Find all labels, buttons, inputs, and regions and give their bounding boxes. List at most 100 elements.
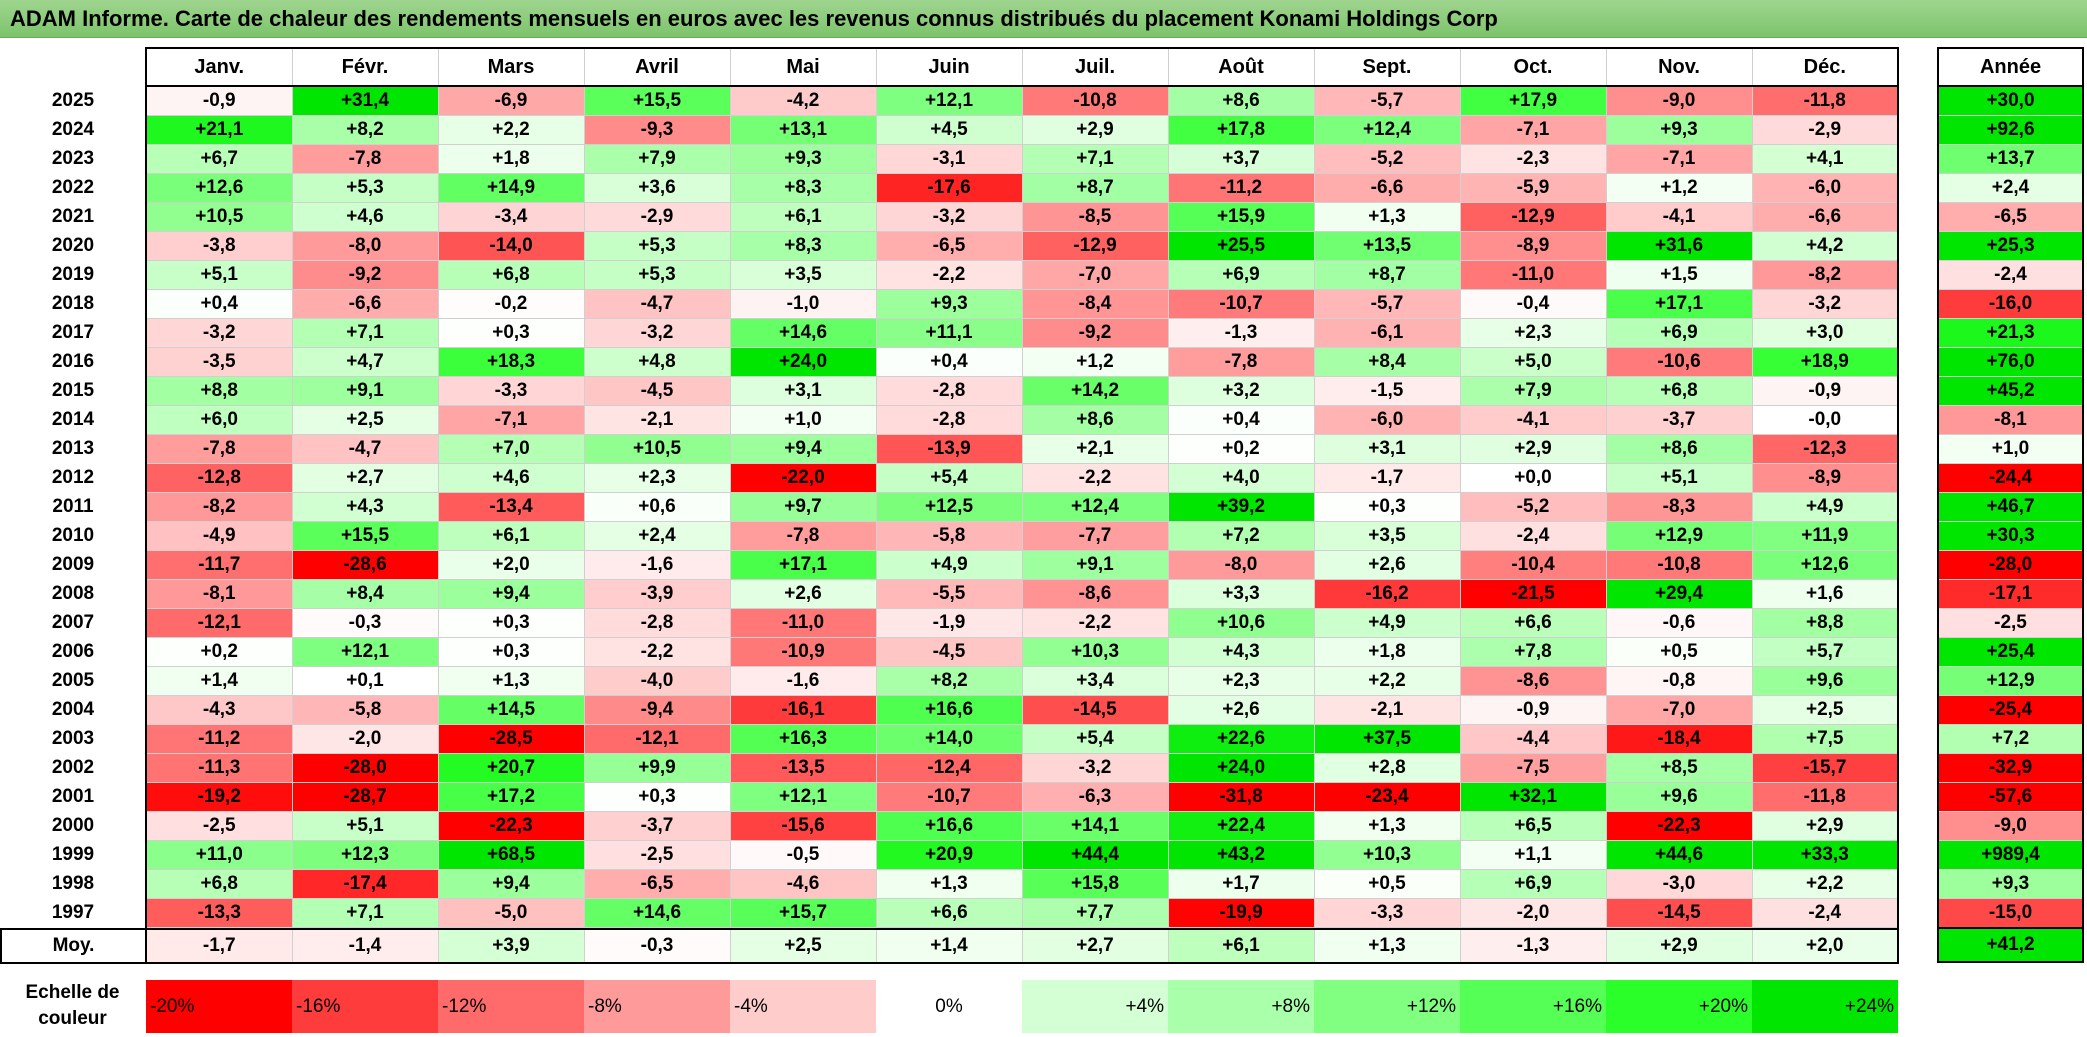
heatmap-cell: +2,6 [1167,695,1315,725]
heatmap-cell: -7,8 [291,144,439,174]
heatmap-cell: -3,3 [1313,898,1461,928]
heatmap-cell: +8,8 [145,376,293,406]
average-cell: +1,3 [1313,928,1461,964]
heatmap-cell: +15,7 [729,898,877,928]
average-cell: +2,5 [729,928,877,964]
heatmap-cell: -7,1 [1459,115,1607,145]
heatmap-cell: -5,7 [1313,85,1461,116]
year-label: 2015 [1,376,147,406]
heatmap-cell: -8,2 [1751,260,1899,290]
heatmap-cell: +4,9 [1751,492,1899,522]
heatmap-cell: +8,4 [1313,347,1461,377]
heatmap-cell: -8,6 [1021,579,1169,609]
average-cell: +3,9 [437,928,585,964]
heatmap-cell: +9,6 [1751,666,1899,696]
heatmap-cell: -12,9 [1021,231,1169,261]
heatmap-cell: -5,8 [291,695,439,725]
year-label: 2006 [1,637,147,667]
heatmap-cell: -0,9 [145,85,293,116]
heatmap-cell: +12,9 [1605,521,1753,551]
heatmap-cell: +8,2 [291,115,439,145]
heatmap-cell: +15,5 [583,85,731,116]
heatmap-cell: -3,4 [437,202,585,232]
table-row: 1999 +11,0 +12,3 +68,5 -2,5 -0,5 +20,9 +44,4 +43… [1,840,1899,870]
month-header: Févr. [291,47,439,87]
table-row: 2008 -8,1 +8,4 +9,4 -3,9 +2,6 -5,5 -8,6 +3,3 -16,… [1,579,1899,609]
year-label: 2012 [1,463,147,493]
annual-row: +46,7 [1937,492,2084,522]
heatmap-cell: +11,0 [145,840,293,870]
heatmap-cell: -6,5 [875,231,1023,261]
table-row: 2024 +21,1 +8,2 +2,2 -9,3 +13,1 +4,5 +2,9 +17,8 +… [1,115,1899,145]
heatmap-cell: -22,3 [1605,811,1753,841]
heatmap-table: Janv. Févr. Mars Avril Mai Juin Juil. Août Sept.… [0,47,1899,964]
heatmap-cell: +0,3 [437,318,585,348]
heatmap-cell: +14,6 [729,318,877,348]
heatmap-cell: -8,6 [1459,666,1607,696]
heatmap-cell: -2,8 [875,376,1023,406]
heatmap-cell: -3,0 [1605,869,1753,899]
heatmap-cell: +8,3 [729,231,877,261]
annual-cell: -6,5 [1937,202,2084,232]
annual-cell: +21,3 [1937,318,2084,348]
color-scale-swatch: +4% [1022,980,1168,1033]
year-label: 2016 [1,347,147,377]
heatmap-cell: +39,2 [1167,492,1315,522]
heatmap-cell: -2,2 [1021,608,1169,638]
heatmap-cell: +20,9 [875,840,1023,870]
heatmap-cell: +9,3 [1605,115,1753,145]
heatmap-cell: +1,6 [1751,579,1899,609]
annual-row: -24,4 [1937,463,2084,493]
annual-row: +30,0 [1937,85,2084,116]
heatmap-cell: -11,2 [145,724,293,754]
heatmap-cell: -22,3 [437,811,585,841]
heatmap-cell: -3,7 [583,811,731,841]
heatmap-cell: +2,5 [1751,695,1899,725]
year-label: 2008 [1,579,147,609]
annual-cell: +9,3 [1937,869,2084,899]
heatmap-cell: -11,0 [1459,260,1607,290]
annual-row: -8,1 [1937,405,2084,435]
table-row: 2025 -0,9 +31,4 -6,9 +15,5 -4,2 +12,1 -10,8 +8,6… [1,85,1899,116]
heatmap-cell: +8,7 [1021,173,1169,203]
heatmap-cell: +15,8 [1021,869,1169,899]
heatmap-cell: +1,3 [1313,811,1461,841]
heatmap-cell: -8,9 [1751,463,1899,493]
heatmap-cell: +8,6 [1021,405,1169,435]
heatmap-cell: -15,7 [1751,753,1899,783]
heatmap-cell: -8,1 [145,579,293,609]
header-row: Janv. Févr. Mars Avril Mai Juin Juil. Août Sept.… [1,47,1899,87]
heatmap-cell: -15,6 [729,811,877,841]
heatmap-cell: +12,1 [875,85,1023,116]
heatmap-cell: -0,6 [1605,608,1753,638]
heatmap-cell: -19,9 [1167,898,1315,928]
title-bar: ADAM Informe. Carte de chaleur des rende… [0,0,2087,38]
annual-row: -9,0 [1937,811,2084,841]
heatmap-cell: -14,5 [1021,695,1169,725]
heatmap-cell: -8,0 [1167,550,1315,580]
heatmap-cell: +10,3 [1313,840,1461,870]
heatmap-cell: +0,3 [1313,492,1461,522]
heatmap-cell: -17,6 [875,173,1023,203]
heatmap-cell: -7,8 [729,521,877,551]
heatmap-cell: +18,3 [437,347,585,377]
heatmap-cell: -12,4 [875,753,1023,783]
heatmap-cell: +0,2 [145,637,293,667]
heatmap-cell: -8,0 [291,231,439,261]
heatmap-cell: -21,5 [1459,579,1607,609]
heatmap-cell: +8,3 [729,173,877,203]
heatmap-cell: +12,1 [291,637,439,667]
annual-row: -32,9 [1937,753,2084,783]
heatmap-cell: -6,6 [1313,173,1461,203]
color-scale: -20% -16% -12% -8% -4% 0% +4% +8% +12% +16% +20% +2… [146,980,1898,1033]
heatmap-cell: -5,5 [875,579,1023,609]
heatmap-cell: +8,7 [1313,260,1461,290]
average-cell: -1,4 [291,928,439,964]
heatmap-cell: -16,1 [729,695,877,725]
heatmap-cell: +3,1 [1313,434,1461,464]
color-scale-swatch: -16% [292,980,438,1033]
heatmap-cell: -13,5 [729,753,877,783]
color-scale-swatch: +12% [1314,980,1460,1033]
heatmap-cell: -2,9 [1751,115,1899,145]
month-header: Oct. [1459,47,1607,87]
